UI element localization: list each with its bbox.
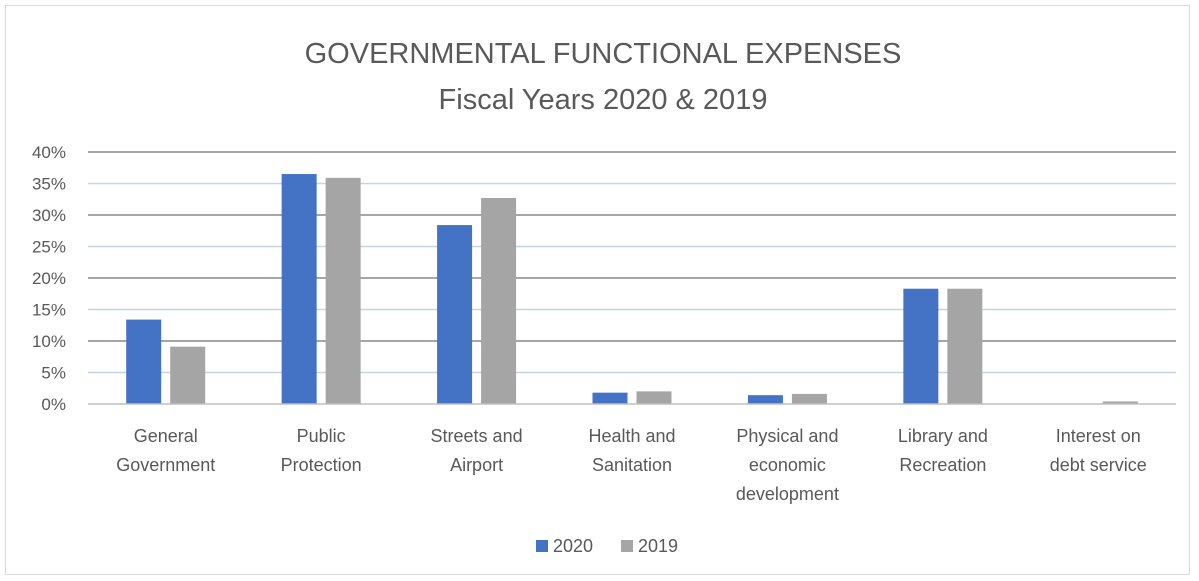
category-label-line: Physical and bbox=[736, 426, 838, 446]
category-label-line: debt service bbox=[1050, 455, 1147, 475]
bar-chart: GOVERNMENTAL FUNCTIONAL EXPENSES Fiscal … bbox=[32, 38, 1176, 556]
category-label-line: economic bbox=[749, 455, 826, 475]
bar-2019-3 bbox=[636, 391, 672, 404]
y-tick-label: 40% bbox=[32, 143, 66, 162]
y-tick-label: 35% bbox=[32, 175, 66, 194]
bar-2020-4 bbox=[747, 395, 783, 404]
chart-title-group: GOVERNMENTAL FUNCTIONAL EXPENSES Fiscal … bbox=[305, 38, 902, 116]
category-label: Interest on debt service bbox=[1050, 426, 1147, 475]
legend-swatch-2019 bbox=[621, 540, 633, 552]
category-label: Library and Recreation bbox=[898, 426, 988, 475]
y-tick-label: 5% bbox=[41, 364, 66, 383]
category-label: Physical and economic development bbox=[736, 426, 839, 504]
category-label-line: Interest on bbox=[1056, 426, 1141, 446]
category-label: General Government bbox=[116, 426, 215, 475]
bar-2019-2 bbox=[481, 197, 517, 404]
y-tick-label: 0% bbox=[41, 395, 66, 414]
category-label-line: Government bbox=[116, 455, 215, 475]
category-label: Health and Sanitation bbox=[588, 426, 675, 475]
category-label-line: Protection bbox=[281, 455, 362, 475]
y-tick-label: 30% bbox=[32, 206, 66, 225]
bar-2019-4 bbox=[791, 393, 827, 404]
x-axis-categories: General Government Public Protection Streets… bbox=[116, 426, 1147, 504]
y-tick-label: 25% bbox=[32, 238, 66, 257]
legend-swatch-2020 bbox=[536, 540, 548, 552]
category-label-line: Library and bbox=[898, 426, 988, 446]
y-tick-label: 15% bbox=[32, 301, 66, 320]
category-label-line: development bbox=[736, 484, 839, 504]
bar-2019-5 bbox=[947, 288, 983, 404]
chart-frame: GOVERNMENTAL FUNCTIONAL EXPENSES Fiscal … bbox=[5, 5, 1190, 575]
y-tick-label: 10% bbox=[32, 332, 66, 351]
category-label-line: Recreation bbox=[899, 455, 986, 475]
category-label: Streets and Airport bbox=[431, 426, 523, 475]
bar-2020-2 bbox=[437, 225, 473, 404]
category-label: Public Protection bbox=[281, 426, 362, 475]
bar-2020-5 bbox=[903, 288, 939, 404]
legend-label-2019: 2019 bbox=[638, 536, 678, 556]
category-label-line: Streets and bbox=[431, 426, 523, 446]
category-label-line: Sanitation bbox=[592, 455, 672, 475]
bar-2020-0 bbox=[126, 319, 162, 404]
bars bbox=[126, 174, 1138, 404]
bar-2020-1 bbox=[281, 174, 317, 404]
y-axis-ticks: 0% 5% 10% 15% 20% 25% 30% 35% 40% bbox=[32, 143, 66, 414]
bar-2019-6 bbox=[1102, 401, 1138, 404]
category-label-line: Airport bbox=[450, 455, 503, 475]
legend-label-2020: 2020 bbox=[553, 536, 593, 556]
category-label-line: Health and bbox=[588, 426, 675, 446]
bar-2019-1 bbox=[325, 177, 361, 404]
gridlines bbox=[88, 151, 1176, 374]
bar-2020-3 bbox=[592, 392, 628, 404]
y-tick-label: 20% bbox=[32, 269, 66, 288]
category-label-line: General bbox=[134, 426, 198, 446]
chart-title: GOVERNMENTAL FUNCTIONAL EXPENSES bbox=[305, 38, 902, 70]
legend: 2020 2019 bbox=[536, 536, 678, 556]
chart-subtitle: Fiscal Years 2020 & 2019 bbox=[439, 84, 768, 116]
category-label-line: Public bbox=[297, 426, 346, 446]
bar-2019-0 bbox=[170, 346, 206, 404]
